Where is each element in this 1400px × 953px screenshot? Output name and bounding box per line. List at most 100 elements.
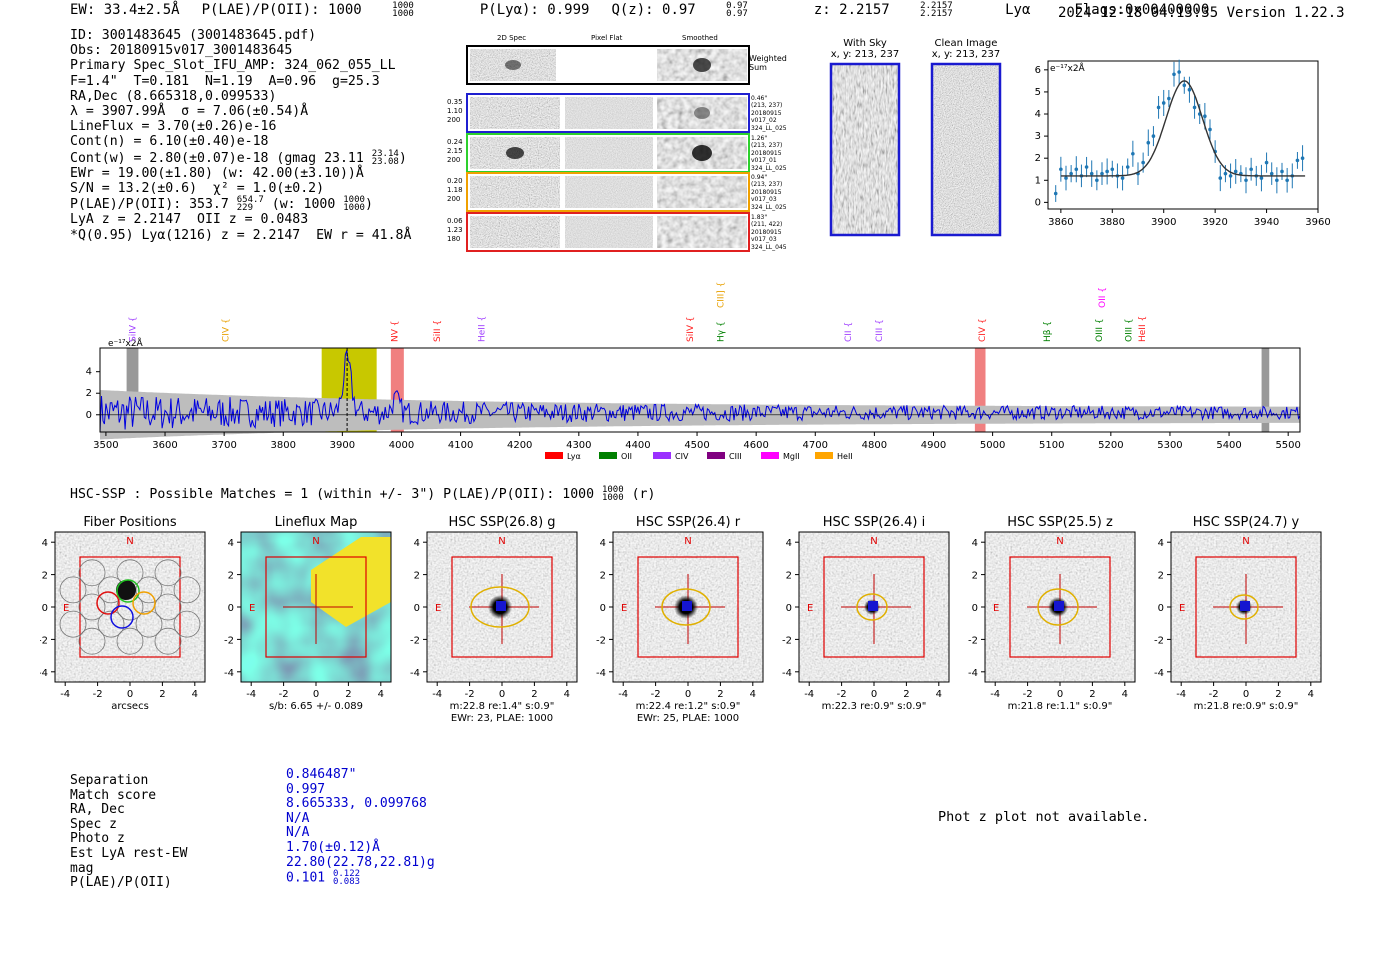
fit-ylabel: e⁻¹⁷x2Å [1050,62,1086,74]
xtick-label: 2 [903,689,909,700]
fit-curve [1060,80,1306,177]
fit-ytick-label: 4 [1035,109,1041,120]
cutout-row-meta: 0.94" (213, 237) 20180915 v017_03 324_LL_025 [751,174,787,211]
xtick-label: -2 [651,689,661,700]
obs-line: Obs: 20180915v017_3001483645 [70,43,293,59]
fit-xtick-label: 3880 [1100,217,1125,228]
ytick-label: -2 [224,635,234,646]
xtick-label: 0 [499,689,505,700]
ytick-label: 2 [1158,571,1164,582]
legend-label: CIV [675,452,689,461]
match-value: 8.665333, 0.099768 [286,796,427,812]
ewr-line: EWr = 19.00(±1.80) (w: 42.00(±3.10))Å [70,165,364,181]
spectral-line-label: CII { [844,322,854,342]
panel-caption-2: EWr: 23, PLAE: 1000 [451,713,553,724]
xtick-label: -4 [432,689,442,700]
fit-point [1280,169,1284,174]
legend-label: HeII [837,452,853,461]
legend-swatch [599,452,617,459]
fit-axes [1047,60,1319,210]
match-label: P(LAE)/P(OII) [70,875,172,891]
spectral-line-label: OII { [1098,287,1108,308]
match-value: 1.70(±0.12)Å [286,839,380,855]
legend-swatch [653,452,671,459]
ytick-label: -2 [596,635,606,646]
panel-caption: s/b: 6.65 +/- 0.089 [269,701,363,712]
panel-caption: arcsecs [111,701,149,712]
fit-point [1218,176,1223,180]
fiber-circle [78,627,106,655]
fit-point [1264,160,1269,165]
xtick-label: 4 [936,689,942,700]
xtick-label: -4 [60,689,70,700]
xtick-label: -4 [246,689,256,700]
match-table: Separation Match score RA, Dec Spec z Photo … [70,767,435,891]
fparams-line: F=1.4" T=0.181 N=1.19 A=0.96 g=25.3 [70,73,380,89]
sn-line: S/N = 13.2(±0.6) χ² = 1.0(±0.2) [70,181,325,197]
spec-ytick-label: 2 [86,388,92,399]
cutout-row-values: 0.06 1.23 180 [447,217,463,243]
qz-value: Q(z): 0.97 0.97 0.97 [611,1,748,19]
east-label: E [621,603,627,614]
panel-caption: m:21.8 re:1.1" s:0.9" [1008,701,1113,712]
xtick-label: -4 [990,689,1000,700]
imaging-panels: Fiber Positions N E -4 -4 -2 -2 0 0 2 2 4 4 arcsecs Li… [40,515,1322,724]
xtick-label: -4 [618,689,628,700]
fiber-circle [59,610,87,638]
with-sky-title: With Sky x, y: 213, 237 [830,38,900,60]
xtick-label: -2 [1023,689,1033,700]
fit-point [1228,174,1233,178]
fit-ytick-label: 5 [1035,87,1041,98]
north-label: N [684,536,691,547]
ytick-label: 4 [600,538,606,549]
match-label: mag [70,860,94,876]
fit-point [1203,114,1207,119]
detection-info: ID: 3001483645 (3001483645.pdf) Obs: 2018… [70,28,411,243]
panel-caption: m:22.8 re:1.4" s:0.9" [450,701,555,712]
xtick-label: 0 [1243,689,1249,700]
spectral-line-label: CIV { [221,318,231,342]
xtick-label: 2 [717,689,723,700]
fit-ytick-label: 6 [1035,65,1041,76]
col-pixel-flat: Pixel Flat [591,34,623,42]
panel-title: HSC SSP(26.4) r [636,515,741,530]
lya-line: LyA z = 2.2147 OII z = 0.0483 [70,212,309,228]
fit-point [1182,83,1187,88]
ytick-label: 4 [414,538,420,549]
fit-point [1146,140,1151,145]
cutout-row-values: 0.24 2.15 200 [447,138,463,164]
legend-label: Lyα [567,452,581,461]
xtick-label: 4 [750,689,756,700]
spec-ytick-label: 0 [86,410,92,421]
ytick-label: 2 [42,571,48,582]
ytick-label: -2 [782,635,792,646]
civ-band [974,348,986,432]
fit-point [1084,165,1089,169]
clean-image-title: Clean Image x, y: 213, 237 [931,38,1001,60]
cutout-row-meta: 0.46" (213, 237) 20180915 v017_02 324_LL_025 [751,95,787,132]
legend-swatch [545,452,563,459]
match-label: Est LyA rest-EW [70,845,188,861]
spectral-line-label: SiIV { [686,316,696,342]
ytick-label: -2 [1154,635,1164,646]
spec-xtick-label: 4300 [566,440,591,451]
xtick-label: 0 [1057,689,1063,700]
fit-xtick-label: 3940 [1254,217,1279,228]
match-label: Photo z [70,831,125,847]
source-core [1054,601,1064,611]
source-core [682,601,692,611]
spec-xtick-label: 5000 [980,440,1005,451]
xtick-label: 0 [313,689,319,700]
plae-header: P(LAE)/P(OII): 1000 1000 1000 [201,1,414,19]
spec-xtick-label: 4700 [803,440,828,451]
fit-point [1192,105,1197,110]
source-ellipse [661,588,711,626]
fit-point [1300,156,1305,160]
timestamp: 2024-12-18 04:13:35 Version 1.22.3 [1058,5,1345,21]
fit-point [1244,178,1248,183]
xtick-label: 4 [378,689,384,700]
fiber-circle [154,627,182,655]
flux-line [99,350,1301,433]
fiber-highlight [132,591,156,615]
match-value: N/A [286,810,310,826]
